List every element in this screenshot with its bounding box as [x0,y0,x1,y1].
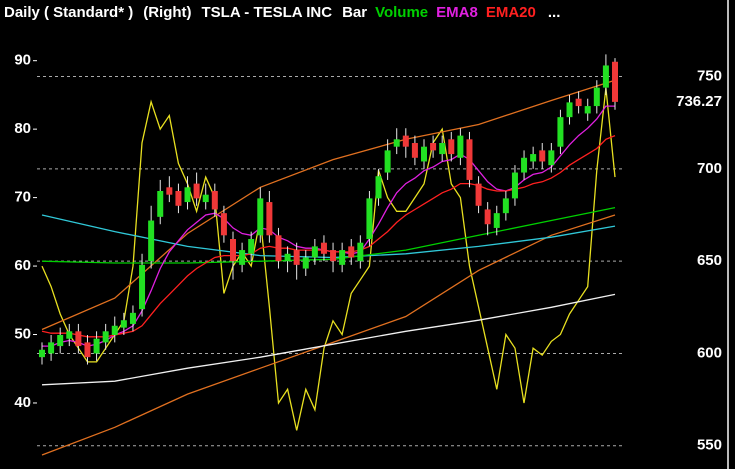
candle-body [266,202,273,236]
candle-body [330,250,337,262]
candle-body [211,191,218,210]
candle-body [593,87,600,107]
y2-tick-label: 650 [697,252,722,269]
candle-body [193,183,200,199]
candle-body [302,257,309,269]
candle-body [339,250,346,265]
candle-body [612,61,618,102]
candle-body [293,250,300,265]
candle-body [511,172,518,199]
candle-body [257,198,264,236]
candle-body [220,213,227,236]
candle-body [384,150,391,173]
y-tick-label: 90 [14,52,31,69]
candle-body [366,198,373,239]
candle-body [275,235,282,262]
candle-body [502,198,509,214]
candle-body [484,209,491,225]
candle-body [430,143,437,151]
series-line [41,134,616,338]
indicator-line [41,79,616,331]
candle-body [539,150,546,162]
candle-body [466,139,473,180]
indicator-line [41,214,616,456]
candle-body [120,320,127,328]
candle-body [184,187,191,203]
header-part: Bar [342,4,367,21]
candle-body [148,220,155,262]
candle-body [402,135,409,147]
candle-body [175,191,182,206]
candle-body [393,139,400,147]
header-part: (Right) [143,4,191,21]
candle-body [39,349,45,358]
candle-body [521,157,528,173]
candle-body [57,335,64,347]
candle-body [84,342,91,358]
indicator-line [41,293,616,386]
y2-tick-label: 700 [697,160,722,177]
candle-body [448,139,455,155]
y2-tick-label: 550 [697,437,722,454]
candle-body [602,65,609,88]
y-tick-label: 40 [14,394,31,411]
candle-body [421,146,427,162]
candle-body [284,253,291,262]
candle-body [48,342,55,354]
candle-body [357,242,364,262]
candle-body [348,246,355,258]
candle-body [411,143,418,158]
indicator-line [41,88,616,431]
candle-body [230,239,236,262]
candle-body [102,331,109,343]
candle-body [311,246,318,258]
candle-body [375,176,382,199]
y2-tick-label: 600 [697,344,722,361]
y-tick-label: 70 [14,189,31,206]
candle-body [439,143,446,155]
y-tick-label: 80 [14,120,31,137]
header-part: Daily ( Standard* ) [4,4,133,21]
candle-body [139,264,146,310]
candle-body [493,213,500,228]
y-tick-label: 50 [14,325,31,342]
candle-body [530,154,537,162]
y2-tick-label: 750 [697,68,722,85]
candle-body [66,331,73,339]
y-tick-label: 60 [14,257,31,274]
candle-body [239,250,246,265]
candle-body [548,150,555,166]
candle-body [320,242,327,254]
candle-body [129,312,136,324]
candle-body [166,187,173,195]
candle-body [557,117,564,147]
candle-body [75,331,82,347]
candle-body [111,325,118,335]
header-part: Volume [375,4,428,21]
last-price-label: 736.27 [676,93,722,110]
candle-body [248,239,255,254]
candle-body [93,338,100,354]
header-part: ... [548,4,561,21]
candle-body [202,194,209,203]
candle-body [475,183,482,206]
candle-body [157,191,164,217]
header-part: EMA8 [436,4,478,21]
header-part: EMA20 [486,4,536,21]
candle-body [584,106,591,114]
header-part: TSLA - TESLA INC [202,4,333,21]
candle-body [566,102,573,118]
candle-body [575,98,582,107]
candle-body [457,135,464,158]
chart-header: Daily ( Standard* ) (Right) TSLA - TESLA I… [4,4,560,21]
